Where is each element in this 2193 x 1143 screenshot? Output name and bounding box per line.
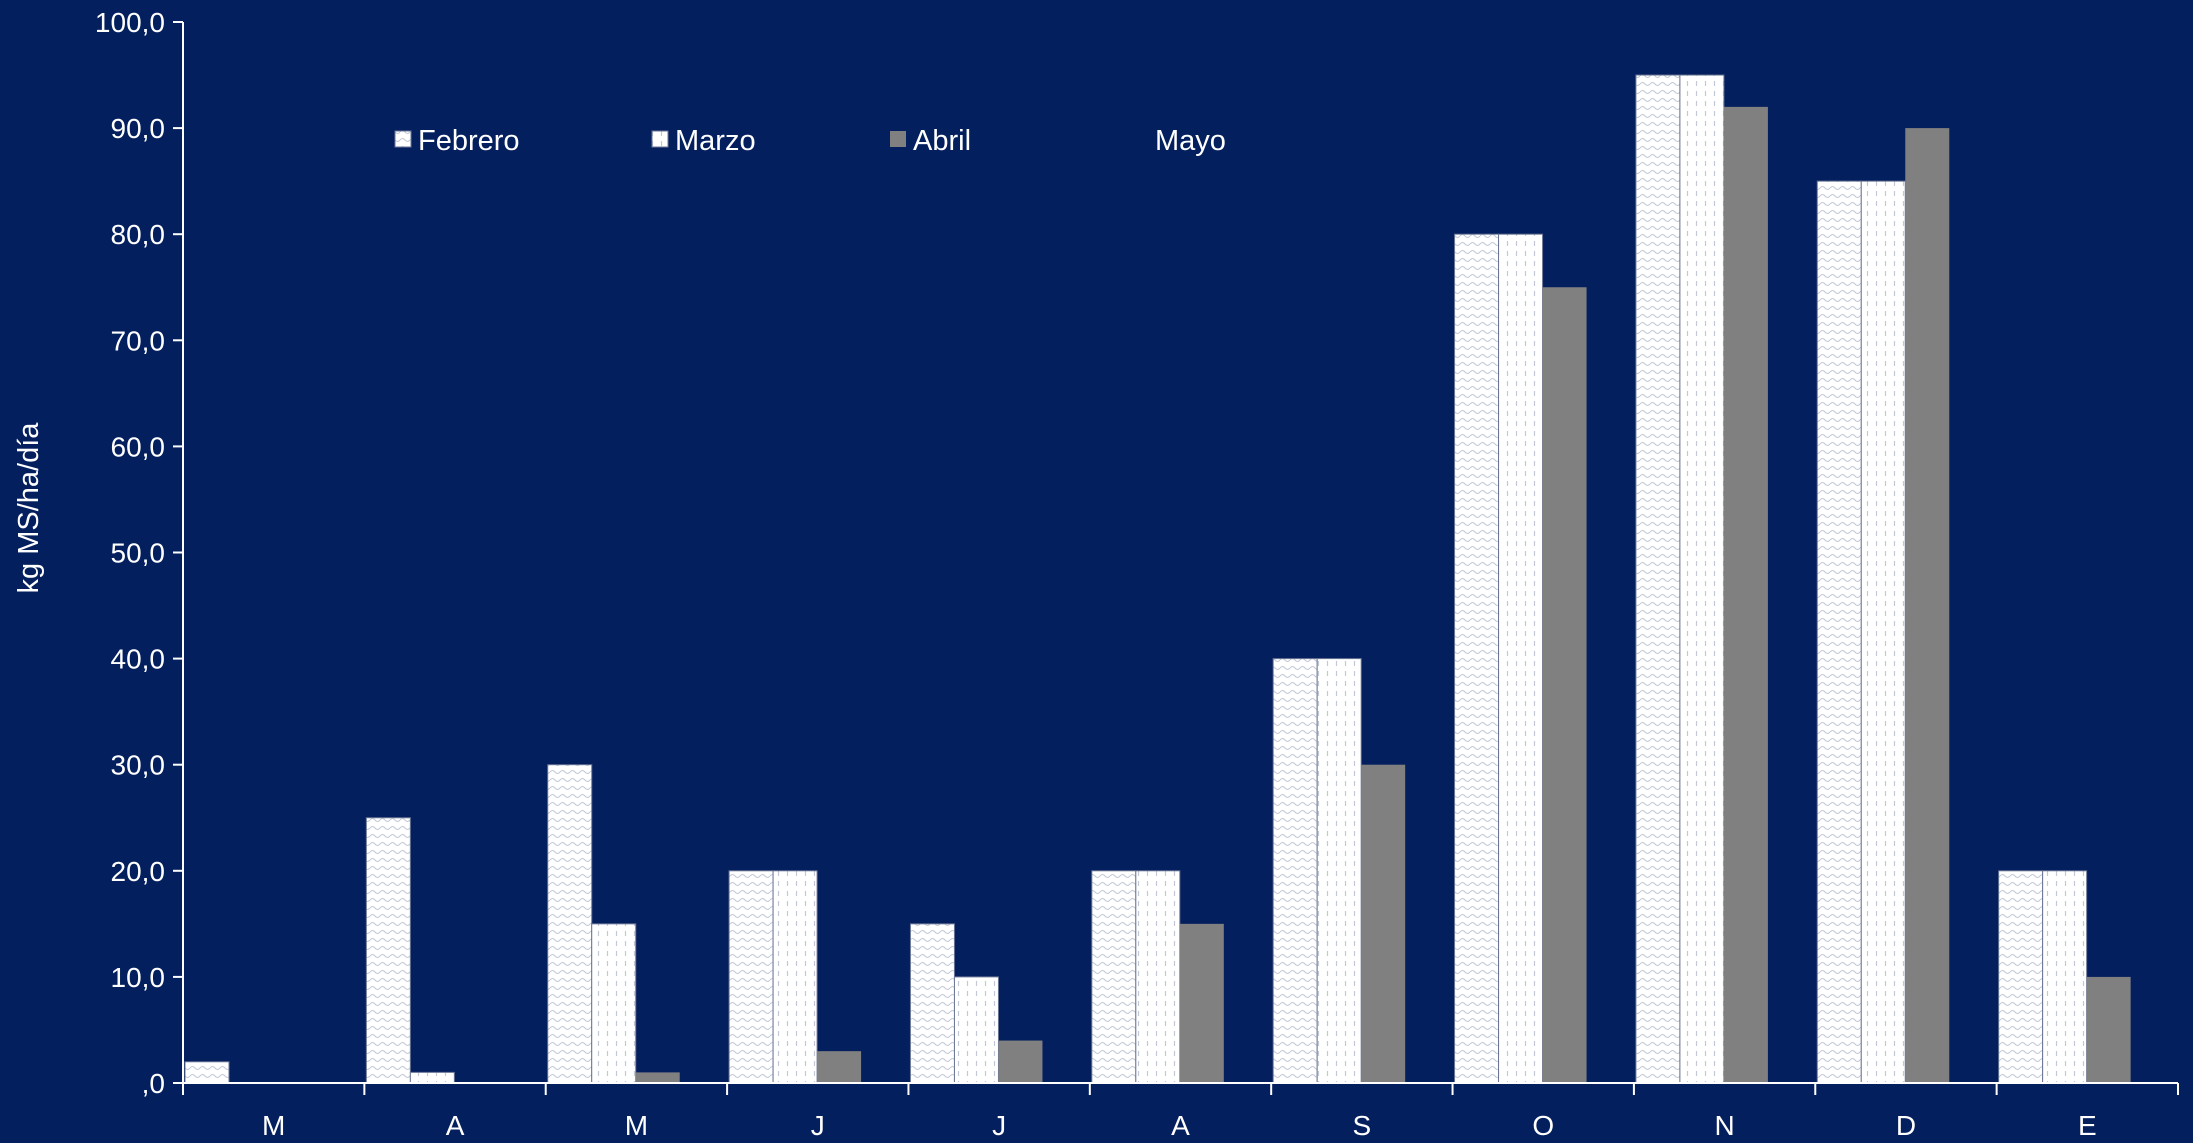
bar-marzo (1679, 74, 1725, 1084)
bar-marzo (409, 1071, 455, 1084)
legend-label-marzo: Marzo (675, 125, 756, 157)
y-tick-label: 10,0 (111, 962, 166, 993)
bar-abril (817, 1051, 862, 1083)
y-tick-label: 100,0 (95, 7, 165, 38)
bar-abril (1179, 923, 1224, 1083)
bar-marzo (591, 923, 637, 1084)
x-tick-label: A (1171, 1110, 1190, 1141)
x-tick-label: D (1896, 1110, 1916, 1141)
bar-abril (1361, 764, 1406, 1083)
bar-febrero (547, 764, 593, 1084)
bar-febrero (728, 870, 774, 1084)
bar-marzo (953, 976, 999, 1084)
y-tick-label: 40,0 (111, 644, 166, 675)
bar-febrero (1454, 233, 1500, 1084)
y-tick-label: 50,0 (111, 538, 166, 569)
y-tick-label: 30,0 (111, 750, 166, 781)
legend-swatch-abril (890, 131, 906, 147)
x-tick-label: E (2078, 1110, 2097, 1141)
legend-label-febrero: Febrero (418, 125, 520, 157)
y-tick-label: 80,0 (111, 219, 166, 250)
bar-marzo (1498, 233, 1544, 1084)
bar-febrero (184, 1061, 230, 1084)
x-tick-label: S (1353, 1110, 1372, 1141)
legend-label-abril: Abril (913, 125, 971, 157)
x-tick-label: N (1714, 1110, 1734, 1141)
bar-febrero (1091, 870, 1137, 1084)
bar-febrero (1816, 180, 1862, 1084)
bar-marzo (772, 870, 818, 1084)
bar-marzo (1316, 658, 1362, 1084)
x-tick-label: J (992, 1110, 1006, 1141)
bar-abril (2086, 976, 2131, 1083)
y-tick-label: 70,0 (111, 325, 166, 356)
y-axis-title: kg MS/ha/día (13, 422, 45, 594)
y-axis: ,0 10,0 20,0 30,0 40,0 50,0 60,0 70,0 80,0 90,0 10… (95, 7, 184, 1099)
bar-abril (998, 1040, 1043, 1083)
bar-abril (1905, 128, 1950, 1084)
bar-marzo (2042, 870, 2088, 1084)
x-tick-label: M (625, 1110, 648, 1141)
bar-febrero (1998, 870, 2044, 1084)
bar-febrero (1635, 74, 1681, 1084)
legend-swatch-febrero (394, 130, 412, 148)
bar-abril (635, 1072, 680, 1083)
y-tick-label: 60,0 (111, 431, 166, 462)
y-tick-label: 90,0 (111, 113, 166, 144)
legend-swatch-marzo (651, 130, 669, 148)
bars-group (184, 74, 2131, 1084)
y-tick-label: 20,0 (111, 856, 166, 887)
bar-abril (1723, 106, 1768, 1083)
bar-abril (1542, 287, 1587, 1083)
bar-febrero (909, 923, 955, 1084)
bar-marzo (1860, 180, 1906, 1084)
legend: Febrero Marzo Abril Mayo (394, 125, 1226, 157)
x-tick-label: O (1532, 1110, 1554, 1141)
bar-febrero (1272, 658, 1318, 1084)
legend-label-mayo: Mayo (1155, 125, 1226, 157)
x-tick-label: A (446, 1110, 465, 1141)
bar-febrero (365, 817, 411, 1084)
x-tick-label: M (262, 1110, 285, 1141)
x-tick-label: J (811, 1110, 825, 1141)
bar-marzo (1135, 870, 1181, 1084)
y-tick-label: ,0 (142, 1068, 165, 1099)
